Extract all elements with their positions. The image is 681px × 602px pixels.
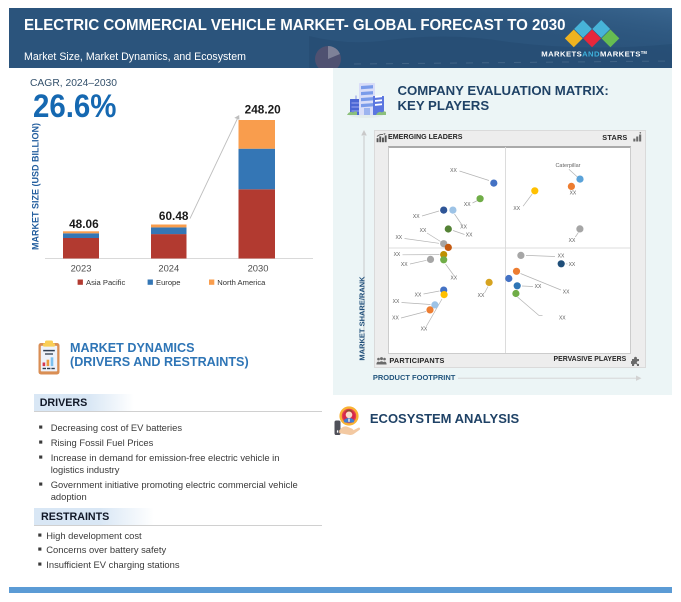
svg-text:XX: XX xyxy=(513,206,520,212)
svg-text:XX: XX xyxy=(570,190,577,196)
svg-text:XX: XX xyxy=(401,262,408,268)
svg-text:60.48: 60.48 xyxy=(159,209,189,223)
svg-text:2030: 2030 xyxy=(248,263,269,274)
svg-text:XX: XX xyxy=(413,214,420,220)
svg-text:XX: XX xyxy=(464,202,471,208)
svg-text:XX: XX xyxy=(558,253,565,259)
svg-text:XX: XX xyxy=(450,168,457,174)
svg-text:XX: XX xyxy=(460,224,467,230)
svg-text:MARKETSANDMARKETSTM: MARKETSANDMARKETSTM xyxy=(541,50,647,59)
svg-text:XX: XX xyxy=(559,315,566,321)
svg-text:XX: XX xyxy=(420,228,427,234)
svg-text:XX: XX xyxy=(478,293,485,299)
svg-text:XX: XX xyxy=(415,292,422,298)
svg-text:XX: XX xyxy=(394,252,401,258)
svg-text:2024: 2024 xyxy=(158,263,179,274)
svg-text:XX: XX xyxy=(392,315,399,321)
svg-text:XX: XX xyxy=(466,232,473,238)
svg-text:Asia Pacific: Asia Pacific xyxy=(86,278,125,287)
svg-text:XX: XX xyxy=(563,289,570,295)
svg-text:48.06: 48.06 xyxy=(69,217,99,231)
svg-text:XX: XX xyxy=(569,262,576,268)
svg-text:North America: North America xyxy=(217,278,266,287)
svg-text:2023: 2023 xyxy=(71,263,92,274)
svg-text:248.20: 248.20 xyxy=(245,102,282,116)
svg-text:Europe: Europe xyxy=(156,278,181,287)
svg-text:XX: XX xyxy=(393,299,400,305)
svg-text:XX: XX xyxy=(569,238,576,244)
svg-text:XX: XX xyxy=(421,326,428,332)
svg-text:Caterpillar: Caterpillar xyxy=(555,163,580,169)
svg-text:XX: XX xyxy=(535,284,542,290)
svg-text:XX: XX xyxy=(450,275,457,281)
svg-text:XX: XX xyxy=(395,235,402,241)
